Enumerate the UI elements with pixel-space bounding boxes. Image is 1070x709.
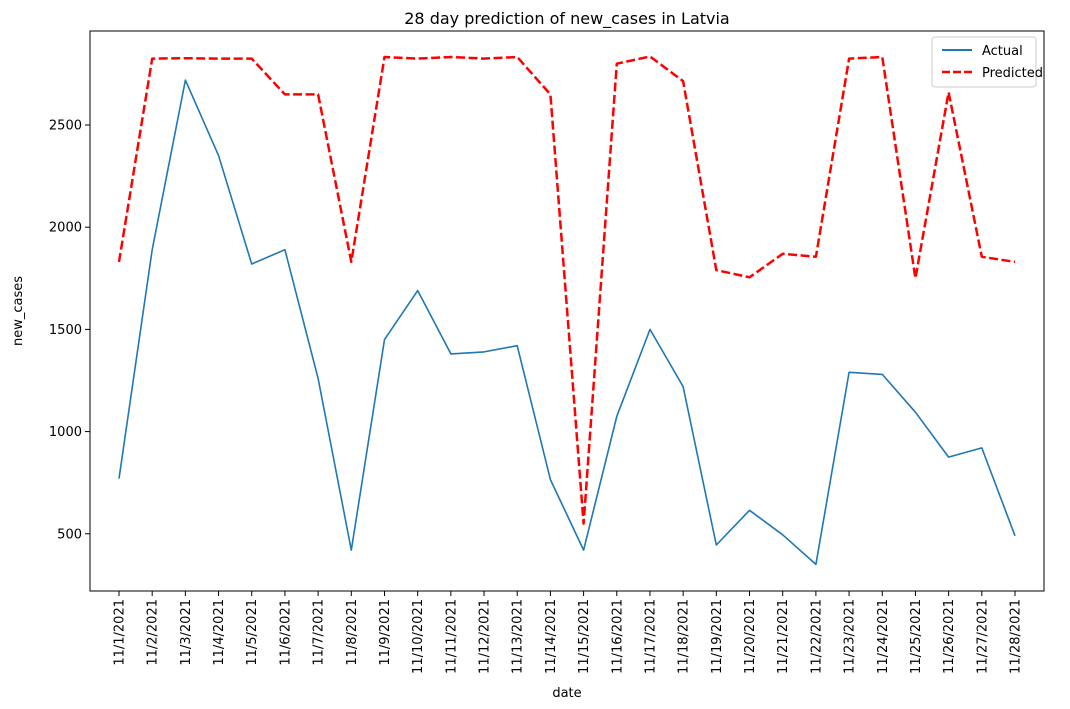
x-tick-label: 11/23/2021 [843, 599, 858, 674]
x-tick-label: 11/21/2021 [776, 599, 791, 674]
x-tick-label: 11/6/2021 [278, 599, 293, 666]
series-line-predicted [117, 55, 1016, 525]
y-tick-label: 1500 [49, 323, 82, 338]
x-tick-label: 11/24/2021 [876, 599, 891, 674]
x-tick-label: 11/26/2021 [942, 599, 957, 674]
x-tick-label: 11/18/2021 [677, 599, 692, 674]
x-tick-label: 11/19/2021 [710, 599, 725, 674]
x-tick-label: 11/7/2021 [312, 599, 327, 666]
x-tick-label: 11/12/2021 [478, 599, 493, 674]
x-tick-label: 11/25/2021 [909, 599, 924, 674]
x-tick-label: 11/1/2021 [113, 599, 128, 666]
x-axis: 11/1/2021 11/2/2021 11/3/2021 11/4/2021 11/5… [113, 591, 1024, 674]
y-axis: 500 1000 1500 2000 2500 [49, 119, 90, 542]
x-tick-label: 11/27/2021 [975, 599, 990, 674]
y-tick-label: 1000 [49, 425, 82, 440]
y-tick-label: 2000 [49, 221, 82, 236]
y-tick-label: 500 [57, 527, 82, 542]
x-tick-label: 11/14/2021 [544, 599, 559, 674]
x-tick-label: 11/2/2021 [146, 599, 161, 666]
series-layer [117, 55, 1016, 566]
series-line-actual [118, 79, 1016, 566]
x-tick-label: 11/22/2021 [809, 599, 824, 674]
chart-title: 28 day prediction of new_cases in Latvia [404, 9, 729, 29]
x-tick-label: 11/9/2021 [378, 599, 393, 666]
x-tick-label: 11/11/2021 [444, 599, 459, 674]
y-axis-label: new_cases [11, 276, 26, 346]
x-tick-label: 11/10/2021 [411, 599, 426, 674]
x-tick-label: 11/13/2021 [511, 599, 526, 674]
y-tick-label: 2500 [49, 119, 82, 134]
x-tick-label: 11/17/2021 [643, 599, 658, 674]
x-tick-label: 11/3/2021 [179, 599, 194, 666]
x-tick-label: 11/28/2021 [1009, 599, 1024, 674]
x-tick-label: 11/4/2021 [212, 599, 227, 666]
x-tick-label: 11/20/2021 [743, 599, 758, 674]
legend-label-actual: Actual [982, 44, 1023, 59]
x-tick-label: 11/8/2021 [345, 599, 360, 666]
x-tick-label: 11/16/2021 [610, 599, 625, 674]
x-tick-label: 11/5/2021 [245, 599, 260, 666]
legend: Actual Predicted [931, 36, 1043, 88]
legend-label-predicted: Predicted [982, 66, 1043, 81]
x-axis-label: date [552, 686, 581, 701]
x-tick-label: 11/15/2021 [577, 599, 592, 674]
